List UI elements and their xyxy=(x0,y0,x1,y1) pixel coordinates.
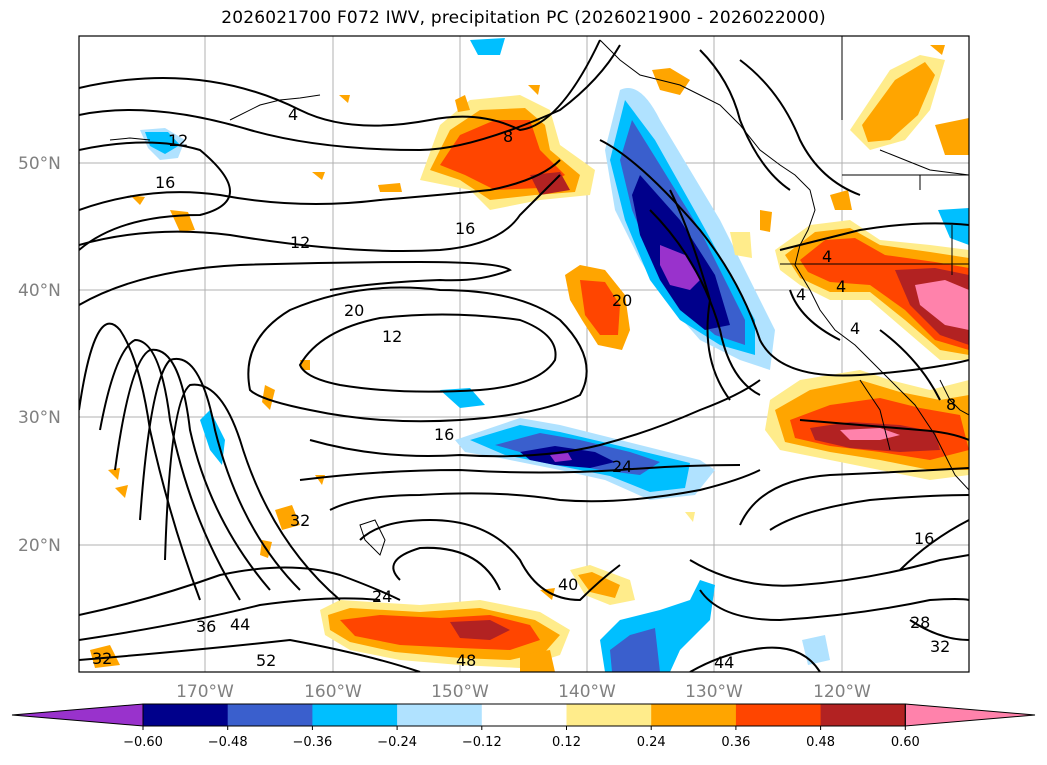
contour-label: 32 xyxy=(290,511,310,530)
colorbar-tick-label: −0.36 xyxy=(292,735,332,750)
contour-label: 32 xyxy=(92,649,112,668)
contour-label: 8 xyxy=(503,127,513,146)
colorbar-segment xyxy=(312,704,398,726)
contour-label: 48 xyxy=(456,651,476,670)
lat-label-30n: 30°N xyxy=(18,408,61,428)
contour-label: 44 xyxy=(230,615,250,634)
positive-precip-blobs xyxy=(90,45,969,672)
colorbar-extend-high xyxy=(904,703,1036,727)
contour-label: 12 xyxy=(290,233,310,252)
colorbar-tick-label: 0.48 xyxy=(806,735,835,750)
contour-label: 4 xyxy=(836,277,846,296)
colorbar-segment xyxy=(397,704,483,726)
map-content xyxy=(79,36,969,672)
colorbar-segment xyxy=(143,704,229,726)
contour-label: 12 xyxy=(168,131,188,150)
contour-label: 16 xyxy=(914,529,934,548)
contour-label: 16 xyxy=(434,425,454,444)
coastlines xyxy=(109,39,969,556)
colorbar-segment xyxy=(735,704,822,726)
colorbar: −0.60 −0.48 −0.36 −0.24 −0.12 0.12 0.24 0.36 0.4… xyxy=(11,703,1036,750)
contour-label: 28 xyxy=(910,613,930,632)
lon-label-160w: 160°W xyxy=(304,682,362,702)
contour-label: 12 xyxy=(382,327,402,346)
negative-precip-blobs xyxy=(140,38,969,672)
contour-label: 20 xyxy=(612,291,632,310)
colorbar-tick-label: 0.60 xyxy=(891,735,920,750)
contour-label: 36 xyxy=(196,617,216,636)
colorbar-segment xyxy=(566,704,652,726)
colorbar-segment xyxy=(651,704,737,726)
contour-label: 4 xyxy=(822,247,832,266)
contour-label: 4 xyxy=(796,285,806,304)
political-boundaries xyxy=(780,36,969,275)
colorbar-tick-label: −0.24 xyxy=(377,735,417,750)
colorbar-tick-label: −0.12 xyxy=(462,735,502,750)
contour-label: 24 xyxy=(612,457,632,476)
iwv-contours xyxy=(79,39,969,672)
contour-label: 52 xyxy=(256,651,276,670)
colorbar-tick-label: 0.24 xyxy=(637,735,666,750)
map-title: 2026021700 F072 IWV, precipitation PC (2… xyxy=(221,8,826,28)
contour-label: 44 xyxy=(714,653,734,672)
lon-label-120w: 120°W xyxy=(813,682,871,702)
colorbar-segment xyxy=(227,704,313,726)
contour-label: 40 xyxy=(558,575,578,594)
colorbar-tick-label: −0.60 xyxy=(123,735,163,750)
lon-label-130w: 130°W xyxy=(685,682,743,702)
contour-label: 8 xyxy=(946,395,956,414)
contour-label: 32 xyxy=(930,637,950,656)
lon-label-150w: 150°W xyxy=(431,682,489,702)
colorbar-tick-label: 0.12 xyxy=(552,735,581,750)
contour-label: 16 xyxy=(155,173,175,192)
contour-label: 20 xyxy=(344,301,364,320)
lon-label-140w: 140°W xyxy=(558,682,616,702)
lat-label-40n: 40°N xyxy=(18,281,61,301)
longitude-axis: 170°W 160°W 150°W 140°W 130°W 120°W xyxy=(176,682,871,702)
colorbar-segment xyxy=(481,704,567,726)
map-frame xyxy=(78,35,970,673)
colorbar-segment xyxy=(820,704,906,726)
lon-label-170w: 170°W xyxy=(176,682,234,702)
colorbar-tick-label: −0.48 xyxy=(208,735,248,750)
contour-label: 24 xyxy=(372,587,392,606)
contour-label: 4 xyxy=(288,105,298,124)
latitude-axis: 50°N 40°N 30°N 20°N xyxy=(18,154,61,556)
colorbar-extend-low xyxy=(11,703,144,727)
contour-label: 4 xyxy=(850,319,860,338)
colorbar-border xyxy=(142,703,906,727)
lat-label-20n: 20°N xyxy=(18,536,61,556)
lat-label-50n: 50°N xyxy=(18,154,61,174)
colorbar-tick-label: 0.36 xyxy=(721,735,750,750)
contour-label: 16 xyxy=(455,219,475,238)
contour-labels: 4 8 12 16 12 16 20 12 20 16 24 32 24 36 … xyxy=(92,105,956,672)
